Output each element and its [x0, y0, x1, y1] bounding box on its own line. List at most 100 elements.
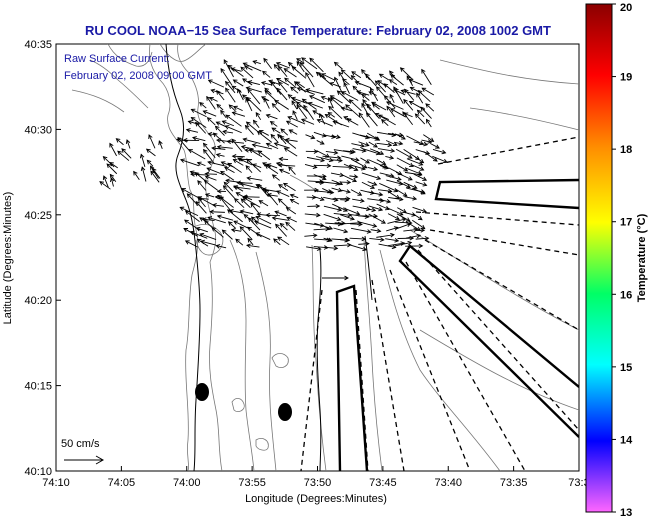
current-vector	[266, 163, 278, 169]
current-vector	[343, 174, 358, 183]
current-vector	[412, 187, 426, 195]
current-vector	[366, 132, 381, 141]
current-vector	[244, 124, 254, 136]
colorbar-tick-label: 13	[620, 507, 632, 518]
current-vector	[224, 125, 242, 134]
current-vector	[140, 166, 147, 182]
current-vector	[365, 73, 377, 87]
current-vector	[282, 182, 296, 192]
current-vector	[208, 96, 218, 102]
current-vector	[106, 163, 118, 175]
current-vector	[109, 142, 117, 157]
current-vector	[190, 117, 207, 129]
current-vector	[220, 67, 233, 86]
current-vector	[383, 83, 395, 93]
current-vector	[265, 113, 278, 120]
site-marker	[195, 383, 209, 401]
current-vector	[276, 190, 290, 197]
current-vector	[404, 196, 418, 201]
current-vector	[370, 228, 382, 234]
current-vector	[283, 147, 298, 157]
colorbar-tick-label: 20	[620, 2, 632, 14]
current-vector	[295, 101, 308, 112]
current-vector	[257, 150, 271, 161]
current-vector	[256, 130, 273, 143]
current-vector	[244, 65, 253, 71]
current-vector	[152, 167, 161, 179]
current-vector	[423, 151, 438, 162]
current-vector	[313, 226, 330, 232]
current-vector	[212, 132, 225, 144]
current-vector	[420, 106, 432, 119]
current-vector	[415, 181, 428, 187]
current-vector	[417, 90, 431, 103]
current-vector	[394, 188, 408, 197]
current-vector	[379, 198, 392, 204]
current-vector	[369, 237, 385, 242]
current-vector	[239, 226, 253, 241]
current-vector	[349, 164, 366, 171]
current-vector	[277, 65, 288, 78]
current-vector	[348, 244, 368, 252]
current-vector	[247, 226, 262, 238]
current-vector	[349, 236, 367, 242]
current-timestamp: February 02, 2008 09:00 GMT	[64, 70, 212, 82]
current-vector	[260, 81, 272, 86]
current-vector	[367, 191, 384, 197]
colorbar-tick-label: 18	[620, 144, 632, 156]
current-vector	[235, 192, 245, 198]
current-vector	[304, 233, 318, 238]
current-vector	[121, 148, 132, 159]
current-vector	[343, 207, 361, 216]
current-vector	[270, 133, 279, 143]
current-vector	[396, 180, 411, 189]
current-vector	[303, 104, 315, 120]
coastline	[165, 44, 373, 471]
current-vector	[333, 61, 343, 70]
current-vector	[207, 79, 225, 88]
current-vector	[242, 137, 261, 144]
current-vector	[368, 205, 384, 212]
current-vector	[216, 214, 234, 221]
current-vector	[254, 220, 272, 229]
current-vector	[348, 99, 362, 112]
current-vector	[271, 216, 289, 221]
current-vector	[429, 142, 440, 149]
current-vector	[340, 214, 355, 221]
current-vector	[291, 100, 298, 110]
scale-arrow	[64, 455, 105, 465]
current-vector	[133, 170, 140, 180]
current-vector	[102, 175, 109, 188]
current-vector	[245, 165, 253, 174]
current-vector	[231, 111, 246, 117]
current-vector	[376, 142, 393, 148]
current-vector	[323, 237, 333, 243]
current-vector	[403, 181, 418, 189]
current-vector	[233, 198, 245, 209]
current-vector	[211, 146, 226, 151]
current-vector	[308, 95, 326, 104]
current-vector	[228, 104, 236, 112]
current-vector	[271, 103, 281, 113]
current-vector	[265, 212, 281, 218]
current-vector	[333, 212, 353, 218]
current-vector	[393, 86, 404, 104]
current-vector	[358, 141, 370, 147]
x-axis-label: Longitude (Degrees:Minutes)	[245, 493, 387, 505]
current-vector	[204, 175, 217, 181]
current-vector	[400, 89, 416, 95]
current-vector	[277, 236, 290, 246]
current-vector	[388, 79, 398, 85]
current-vector	[332, 120, 350, 128]
current-vector	[284, 77, 297, 89]
current-vector	[257, 183, 269, 198]
current-vector	[199, 232, 217, 240]
current-vector	[264, 164, 279, 175]
current-vector	[395, 148, 413, 159]
current-vector	[204, 171, 218, 177]
current-vector	[248, 148, 263, 158]
current-vector	[416, 92, 424, 104]
current-vector	[314, 163, 332, 169]
current-vector	[316, 156, 334, 163]
current-vector	[340, 197, 350, 203]
